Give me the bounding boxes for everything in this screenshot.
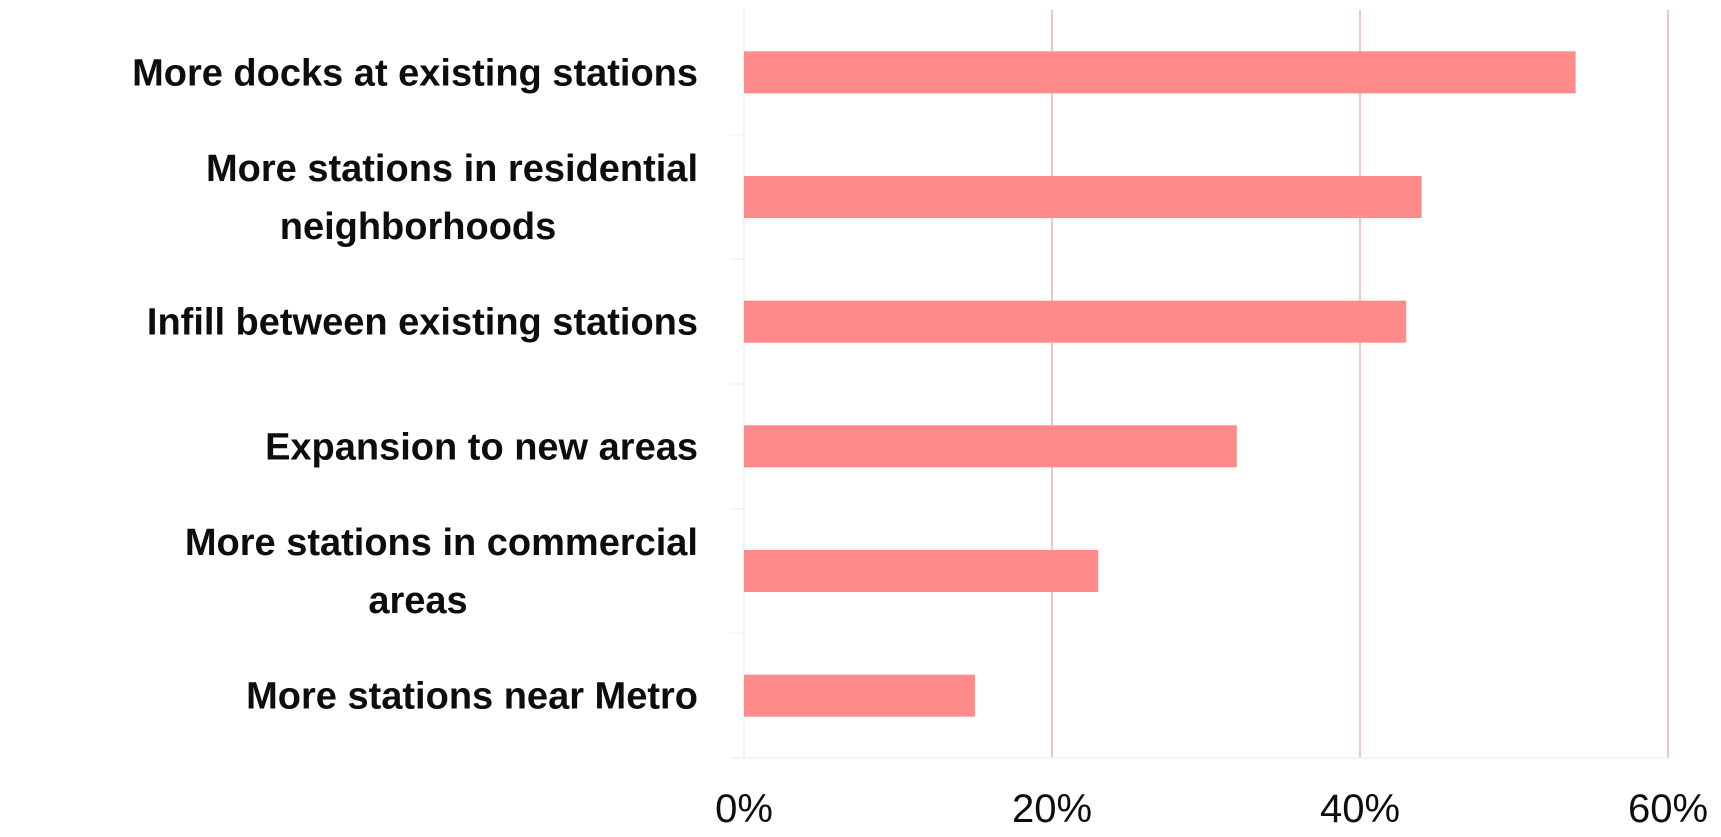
x-axis-tick-labels: 0% 20% 40% 60%	[715, 787, 1708, 831]
gridlines	[730, 10, 1669, 759]
bar	[744, 300, 1407, 343]
category-label: Expansion to new areas	[265, 426, 698, 468]
bar	[744, 51, 1576, 94]
x-tick-label: 20%	[1012, 787, 1092, 831]
bar	[744, 176, 1422, 218]
category-label: More docks at existing stations	[132, 52, 698, 94]
category-label: More stations in commercial areas	[185, 522, 698, 622]
category-label: More stations near Metro	[246, 676, 698, 718]
bar	[744, 550, 1099, 592]
bars	[744, 51, 1576, 717]
category-label: Infill between existing stations	[147, 302, 698, 344]
bar	[744, 674, 975, 717]
category-labels: More docks at existing stations More stat…	[132, 52, 698, 717]
x-tick-label: 0%	[715, 787, 773, 831]
category-label: More stations in residential neighborhood…	[206, 148, 698, 248]
bar	[744, 425, 1237, 468]
x-tick-label: 60%	[1628, 787, 1708, 831]
x-tick-label: 40%	[1320, 787, 1400, 831]
